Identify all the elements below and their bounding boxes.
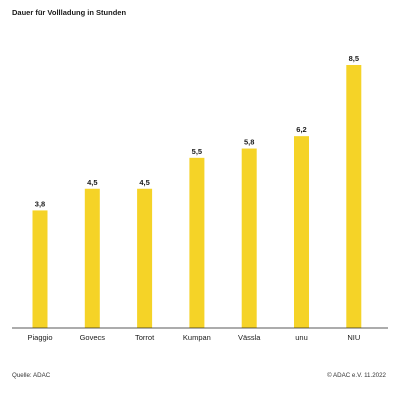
- chart-title: Dauer für Vollladung in Stunden: [12, 8, 127, 17]
- bar-unu: [294, 136, 309, 328]
- category-label-piaggio: Piaggio: [27, 333, 52, 342]
- value-label-torrot: 4,5: [139, 178, 149, 187]
- category-label-unu: unu: [295, 333, 308, 342]
- category-label-govecs: Govecs: [80, 333, 106, 342]
- value-label-govecs: 4,5: [87, 178, 97, 187]
- bar-torrot: [137, 188, 153, 328]
- value-label-kumpan: 5,5: [192, 147, 202, 156]
- category-label-vässla: Vässla: [238, 333, 261, 342]
- category-label-niu: NIU: [347, 333, 360, 342]
- value-label-niu: 8,5: [349, 54, 359, 63]
- copyright-note: © ADAC e.V. 11.2022: [327, 372, 386, 379]
- bar-piaggio: [32, 210, 48, 328]
- bar-niu: [346, 65, 362, 328]
- value-label-unu: 6,2: [296, 125, 306, 134]
- value-label-vässla: 5,8: [244, 138, 254, 147]
- bar-govecs: [84, 188, 100, 328]
- source-note: Quelle: ADAC: [12, 372, 51, 379]
- bar-vässla: [241, 148, 257, 328]
- category-label-torrot: Torrot: [135, 333, 155, 342]
- bar-kumpan: [189, 157, 205, 328]
- value-label-piaggio: 3,8: [35, 199, 45, 208]
- category-label-kumpan: Kumpan: [183, 333, 211, 342]
